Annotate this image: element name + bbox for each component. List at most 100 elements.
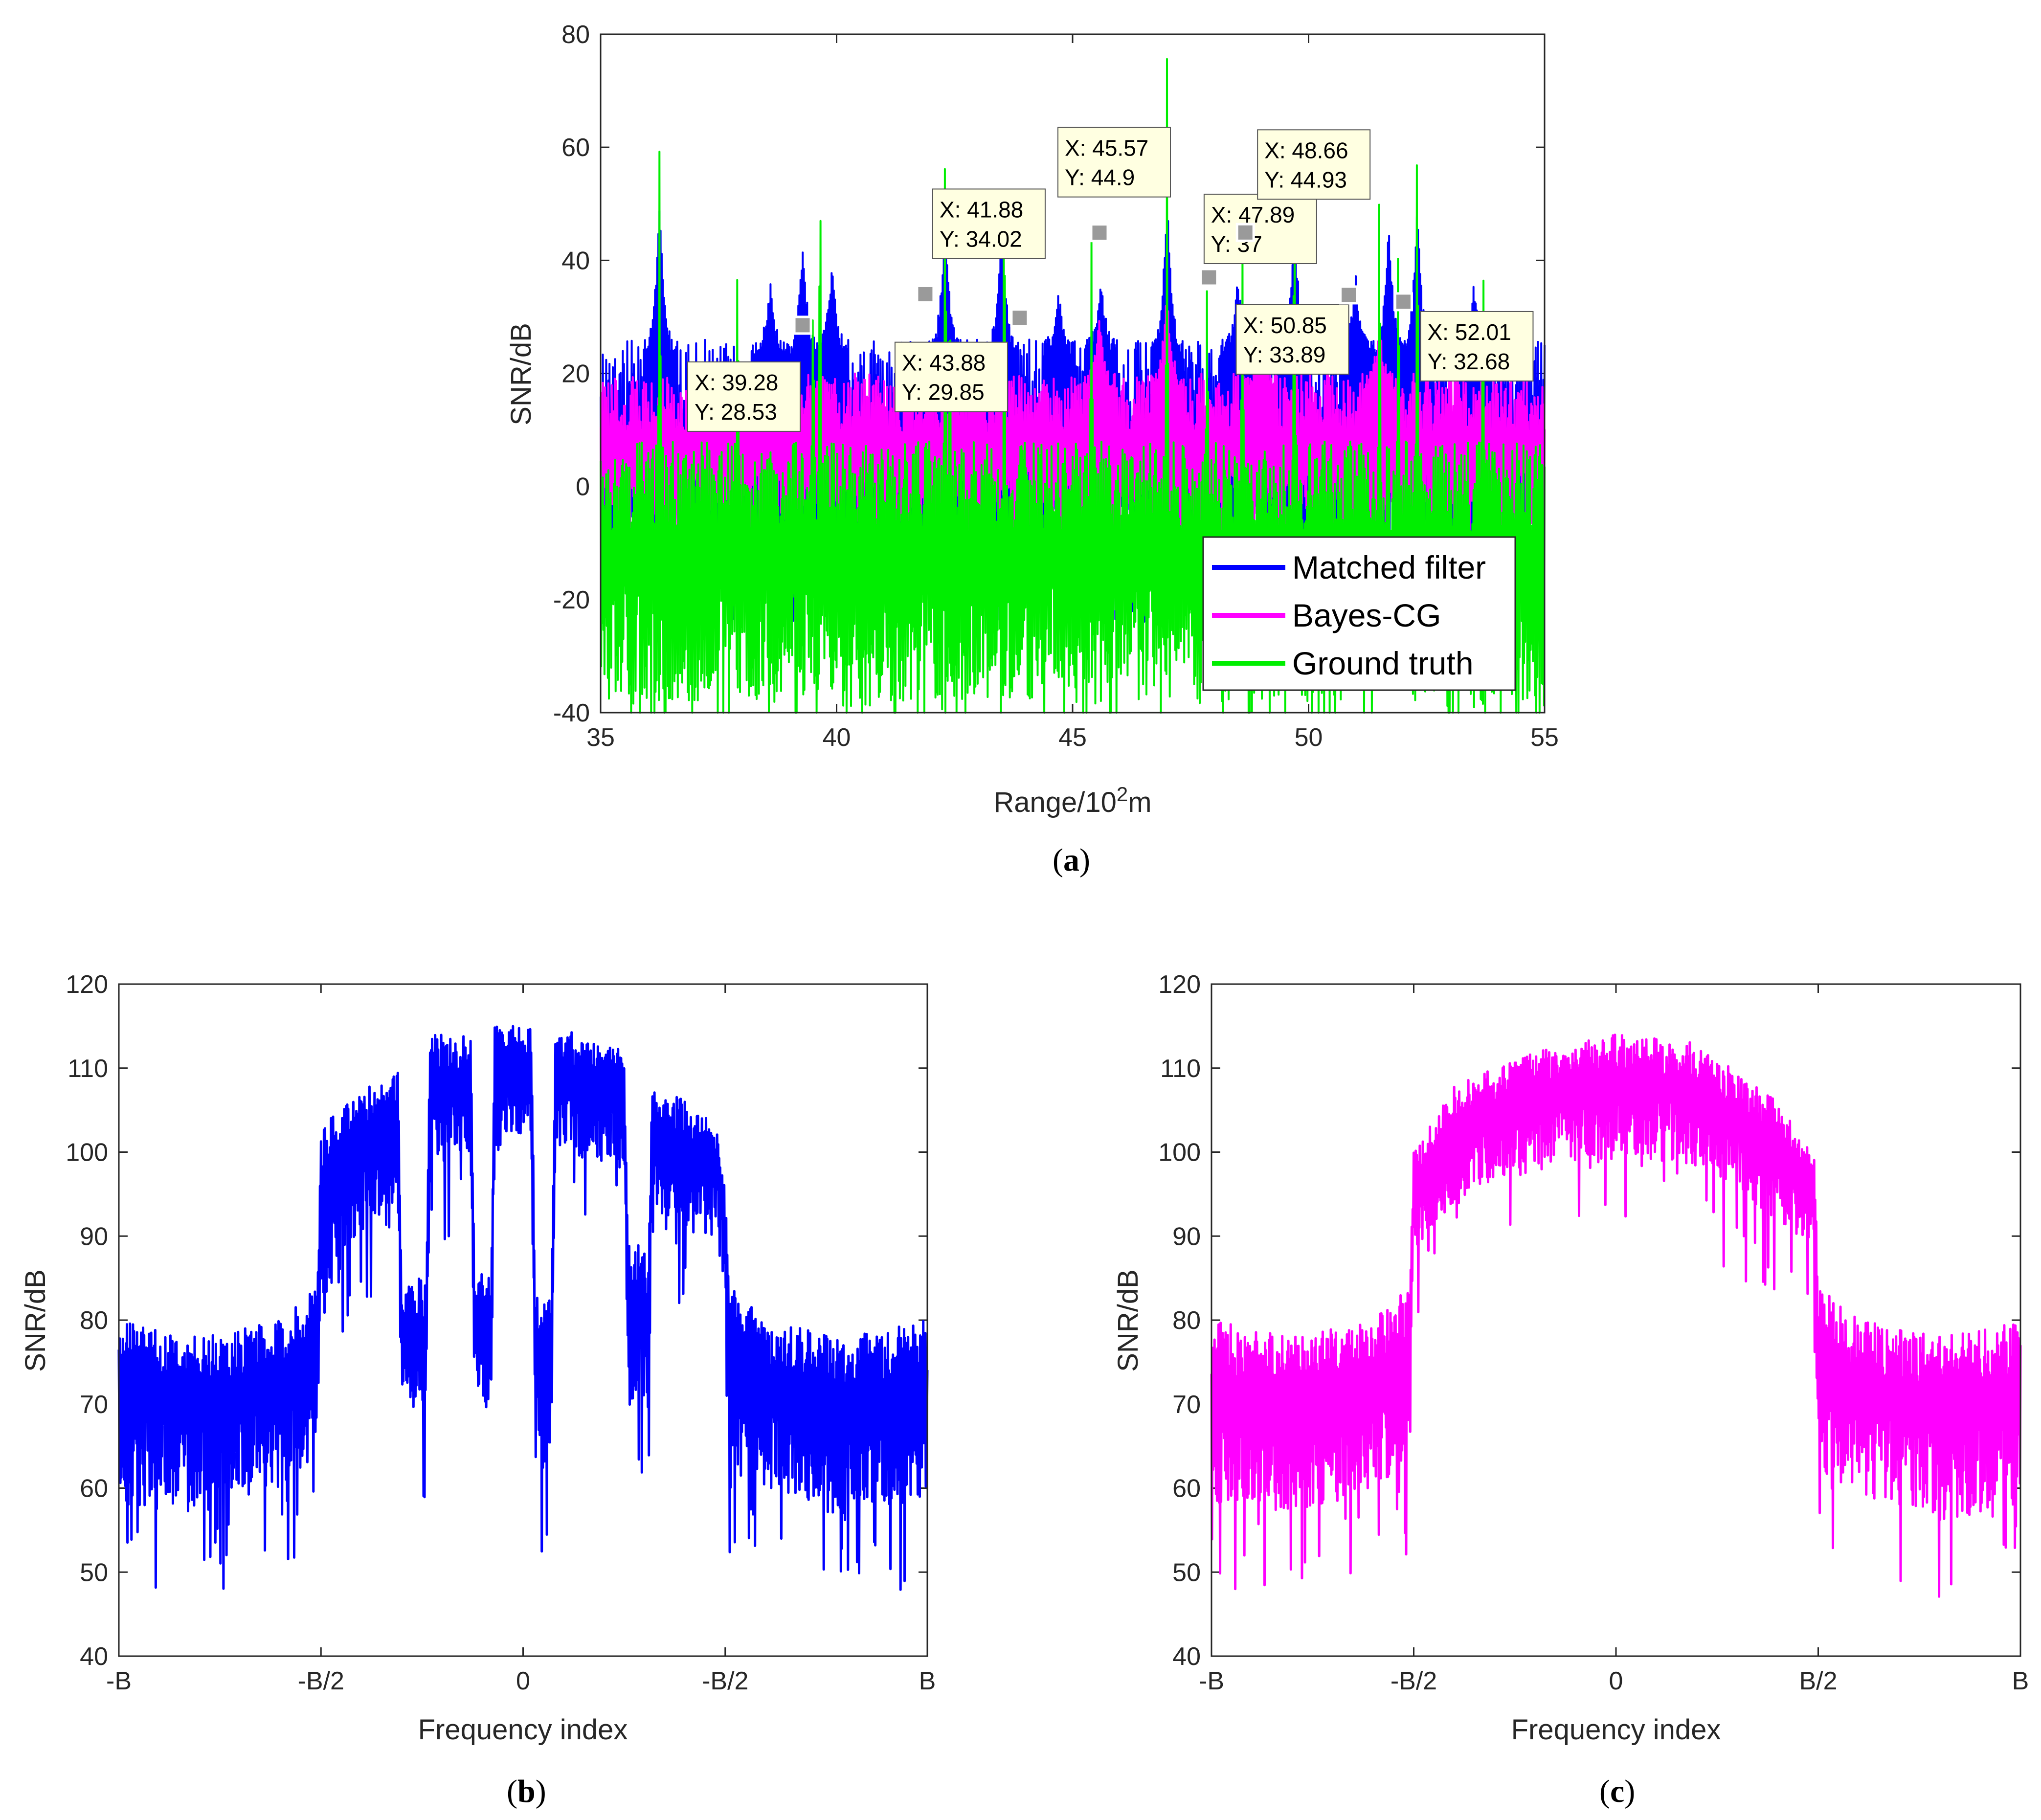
a-ytick-label: 80 — [561, 21, 590, 49]
datatip-x: X: 39.28 — [695, 370, 778, 395]
b-xtick-label: -B/2 — [298, 1667, 344, 1695]
b-xtick-label: -B — [106, 1667, 132, 1695]
a-xtick-label: 35 — [586, 723, 615, 752]
series-matched-filter-spectrum — [117, 1025, 929, 1591]
a-xtick-label: 40 — [823, 723, 851, 752]
legend-label-matched-filter: Matched filter — [1292, 549, 1486, 585]
a-tick-labels: 35 40 45 50 55 -40 -20 0 20 40 60 80 — [553, 21, 1559, 752]
datatip-marker — [1339, 285, 1359, 305]
a-xlabel-unit: m — [1128, 786, 1151, 818]
b-ytick-label: 60 — [80, 1475, 108, 1503]
a-xlabel-base: Range/10 — [993, 786, 1117, 818]
c-ytick-label: 90 — [1172, 1222, 1201, 1251]
a-ytick-label: 0 — [576, 473, 590, 501]
datatip-y: Y: 44.93 — [1264, 167, 1347, 192]
b-ytick-label: 90 — [80, 1222, 108, 1251]
datatip-x: X: 45.57 — [1065, 135, 1148, 161]
c-ytick-label: 110 — [1160, 1055, 1201, 1083]
c-xtick-label: -B/2 — [1391, 1667, 1437, 1695]
a-ytick-label: 60 — [561, 134, 590, 162]
datatip-y: Y: 44.9 — [1065, 165, 1135, 190]
b-xlabel: Frequency index — [418, 1714, 628, 1746]
datatip-x: X: 43.88 — [902, 350, 986, 376]
datatip-box — [894, 341, 1008, 412]
c-xtick-label: B/2 — [1799, 1667, 1837, 1695]
a-ytick-label: -20 — [553, 586, 590, 614]
b-xtick-label: 0 — [516, 1667, 530, 1695]
datatip-marker — [1090, 223, 1109, 243]
c-xtick-label: -B — [1199, 1667, 1224, 1695]
c-ylabel: SNR/dB — [1112, 1269, 1144, 1372]
series-bayes-cg-spectrum — [1210, 1034, 2022, 1598]
b-series — [117, 1025, 929, 1591]
c-xtick-label: B — [2012, 1667, 2029, 1695]
chart-b: -B -B/2 0 -B/2 B 40 50 60 70 80 90 100 110 120 SNR/dB… — [20, 970, 936, 1809]
a-legend: Matched filter Bayes-CG Ground truth — [1202, 536, 1516, 691]
datatip-y: Y: 32.68 — [1427, 349, 1510, 374]
b-ytick-label: 110 — [67, 1055, 108, 1083]
datatip-marker — [1235, 223, 1255, 242]
datatip-x: X: 52.01 — [1427, 319, 1511, 345]
a-xlabel-exp: 2 — [1117, 783, 1128, 806]
a-ytick-label: -40 — [553, 699, 590, 727]
b-ytick-label: 40 — [80, 1642, 108, 1671]
c-ytick-label: 50 — [1172, 1558, 1201, 1587]
a-xtick-label: 55 — [1530, 723, 1559, 752]
b-ytick-label: 100 — [66, 1139, 108, 1167]
a-xtick-label: 45 — [1058, 723, 1087, 752]
legend-label-bayes-cg: Bayes-CG — [1292, 597, 1441, 633]
b-xtick-label: -B/2 — [702, 1667, 748, 1695]
c-ytick-label: 70 — [1172, 1391, 1201, 1419]
b-ylabel: SNR/dB — [20, 1269, 51, 1372]
a-ytick-label: 20 — [561, 360, 590, 388]
c-ytick-label: 120 — [1158, 970, 1201, 999]
datatip-box — [1057, 127, 1171, 198]
datatip-y: Y: 33.89 — [1243, 342, 1326, 367]
datatip-y: Y: 28.53 — [695, 399, 777, 425]
datatip-marker — [1393, 292, 1413, 312]
panel-c-letter: c — [1610, 1774, 1624, 1809]
c-xtick-label: 0 — [1609, 1667, 1623, 1695]
c-series — [1210, 1034, 2022, 1598]
panel-b-letter: b — [517, 1774, 536, 1809]
datatip-marker — [793, 315, 812, 335]
b-xtick-label: B — [919, 1667, 936, 1695]
datatip-box — [932, 188, 1046, 259]
c-axes-box — [1211, 983, 2021, 1657]
c-xlabel: Frequency index — [1511, 1714, 1721, 1746]
datatip-marker — [916, 284, 935, 304]
panel-a-letter: a — [1063, 842, 1079, 878]
datatip-x: X: 50.85 — [1243, 313, 1327, 338]
b-tick-labels: -B -B/2 0 -B/2 B 40 50 60 70 80 90 100 110 120 — [66, 970, 936, 1695]
chart-a: 35 40 45 50 55 -40 -20 0 20 40 60 80 SNR/dB Range/1… — [505, 21, 1559, 878]
panel-label-b: (b) — [507, 1774, 546, 1809]
a-xlabel: Range/102m — [993, 783, 1151, 818]
datatip-x: X: 41.88 — [940, 197, 1023, 222]
b-ytick-label: 50 — [80, 1558, 108, 1587]
a-ylabel: SNR/dB — [505, 323, 537, 426]
datatip-box — [687, 361, 801, 432]
legend-label-ground-truth: Ground truth — [1292, 645, 1474, 681]
datatip-x: X: 48.66 — [1264, 137, 1348, 163]
panel-label-a: (a) — [1053, 842, 1090, 878]
c-ytick-label: 80 — [1172, 1306, 1201, 1335]
a-axes-box — [600, 33, 1546, 714]
panel-label-c: (c) — [1599, 1774, 1635, 1809]
b-ytick-label: 80 — [80, 1306, 108, 1335]
datatip-box — [1257, 129, 1371, 200]
c-ytick-label: 40 — [1172, 1642, 1201, 1671]
datatip-box — [1235, 304, 1349, 375]
a-xtick-label: 50 — [1295, 723, 1323, 752]
b-ytick-label: 120 — [66, 970, 108, 999]
b-axes-box — [118, 983, 928, 1657]
a-ytick-label: 40 — [561, 247, 590, 275]
datatip-marker — [1010, 308, 1030, 328]
c-tick-labels: -B -B/2 0 B/2 B 40 50 60 70 80 90 100 110 120 — [1158, 970, 2029, 1695]
datatip-y: Y: 34.02 — [940, 226, 1022, 251]
datatip-box — [1420, 311, 1534, 382]
c-ytick-label: 60 — [1172, 1475, 1201, 1503]
b-ytick-label: 70 — [80, 1391, 108, 1419]
datatip-marker — [1199, 268, 1219, 287]
